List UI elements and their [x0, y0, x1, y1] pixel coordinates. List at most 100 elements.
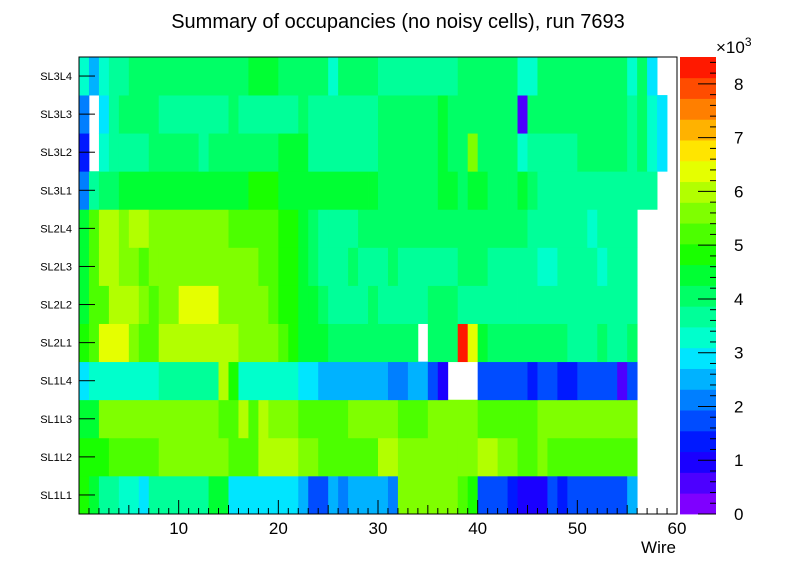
heatmap-cell-sl1l4-4 [228, 361, 239, 401]
heatmap-cell-sl1l4-2 [158, 361, 219, 401]
heatmap-cell-sl2l1-16 [487, 323, 568, 363]
heatmap-cell-sl2l1-4 [138, 323, 150, 363]
palette-swatch-7 [680, 347, 716, 369]
heatmap-cell-sl2l1-10 [298, 323, 329, 363]
palette-swatch-21 [680, 57, 716, 79]
heatmap-cell-sl2l3-19 [557, 247, 598, 286]
heatmap-cell-sl3l2-8 [308, 133, 349, 172]
heatmap-cell-sl2l3-3 [118, 247, 140, 286]
z-tick-label-2: 2 [734, 397, 743, 416]
y-tick-label-sl2l3: SL2L3 [40, 261, 72, 273]
heatmap-cell-sl1l1-12 [348, 475, 389, 515]
y-tick-label-sl3l2: SL3L2 [40, 147, 72, 159]
heatmap-cell-sl3l3-12 [447, 95, 479, 134]
heatmap-cell-sl1l1-15 [457, 475, 469, 515]
palette-swatch-4 [680, 410, 716, 432]
heatmap-cell-sl2l2-14 [368, 285, 379, 324]
heatmap-cell-sl3l3-4 [158, 95, 229, 134]
heatmap-cell-sl1l1-18 [507, 475, 518, 515]
heatmap-cell-sl1l4-18 [627, 361, 638, 401]
heatmap-cell-sl2l1-6 [158, 323, 239, 363]
x-tick-label-40: 40 [468, 519, 487, 538]
heatmap-cell-sl3l1-11 [457, 171, 469, 210]
heatmap-cell-sl1l4-13 [527, 361, 538, 401]
x-tick-label-60: 60 [668, 519, 687, 538]
heatmap-cell-sl2l3-6 [158, 247, 259, 286]
y-tick-label-sl3l1: SL3L1 [40, 185, 72, 197]
y-tick-label-sl1l1: SL1L1 [40, 490, 72, 502]
heatmap-cell-sl3l2-23 [657, 133, 668, 172]
x-tick-label-20: 20 [269, 519, 288, 538]
z-multiplier-label: ×103 [716, 35, 752, 57]
heatmap-cell-sl1l3-11 [477, 399, 498, 439]
x-axis: 10 20 30 40 50 60 [88, 500, 687, 538]
heatmap-cell-sl2l1-8 [278, 323, 289, 363]
palette-swatch-1 [680, 472, 716, 494]
y-tick-label-sl1l3: SL1L3 [40, 414, 72, 426]
heatmap-cell-sl2l2-12 [318, 285, 329, 324]
heatmap-cell-sl2l4-2 [98, 209, 120, 248]
heatmap-cell-sl1l1-11 [338, 475, 349, 515]
heatmap-cell-sl3l2-6 [208, 133, 279, 172]
heatmap-cell-sl3l3-13 [477, 95, 518, 134]
heatmap-cell-sl1l1-7 [228, 475, 299, 515]
heatmap-cell-sl1l3-7 [298, 399, 349, 439]
heatmap-cell-sl3l3-5 [228, 95, 239, 134]
heatmap-cell-sl2l3-17 [487, 247, 538, 286]
heatmap-cell-sl2l3-21 [607, 247, 638, 286]
heatmap-cell-sl1l3-10 [427, 399, 479, 439]
heatmap-cell-sl2l2-4 [148, 285, 160, 324]
z-tick-label-3: 3 [734, 344, 743, 363]
heatmap-cell-sl2l4-11 [318, 209, 329, 248]
heatmap-cell-sl1l3-3 [238, 399, 249, 439]
heatmap-cell-sl1l1-10 [328, 475, 339, 515]
y-tick-label-sl3l3: SL3L3 [40, 109, 72, 121]
heatmap-cell-sl3l4-11 [477, 57, 518, 96]
heatmap-cell-sl3l2-15 [477, 133, 518, 172]
heatmap-cell-sl3l4-6 [278, 57, 329, 96]
heatmap-cell-sl2l1-12 [427, 323, 459, 363]
heatmap-cell-sl2l1-18 [597, 323, 608, 363]
x-axis-label: Wire [641, 538, 676, 557]
heatmap-cell-sl1l2-3 [228, 437, 259, 477]
palette-swatch-0 [680, 493, 716, 515]
heatmap-cell-sl3l3-7 [298, 95, 309, 134]
heatmap-cell-sl3l3-6 [238, 95, 299, 134]
heatmap-cell-sl3l4-14 [537, 57, 628, 96]
heatmap-cell-sl2l3-12 [348, 247, 359, 286]
heatmap-cell-sl3l2-19 [597, 133, 628, 172]
palette-swatch-20 [680, 77, 716, 99]
heatmap-cell-sl2l4-8 [278, 209, 299, 248]
heatmap-cell-sl3l3-8 [308, 95, 349, 134]
palette-swatch-9 [680, 306, 716, 328]
heatmap-cell-sl1l1-6 [208, 475, 229, 515]
heatmap-cell-sl1l2-15 [537, 437, 548, 477]
heatmap-cell-sl2l4-10 [308, 209, 319, 248]
heatmap-cell-sl1l2-6 [318, 437, 359, 477]
heatmap-cell-sl3l2-11 [407, 133, 439, 172]
palette-swatch-12 [680, 243, 716, 266]
heatmap-cell-sl2l4-13 [358, 209, 479, 248]
y-tick-label-sl3l4: SL3L4 [40, 71, 72, 83]
heatmap-cell-sl3l2-16 [517, 133, 528, 172]
heatmap-cell-sl2l2-5 [158, 285, 180, 324]
heatmap-cell-sl1l3-1 [98, 399, 219, 439]
heatmap-cell-sl3l2-4 [148, 133, 199, 172]
heatmap-cell-sl1l4-3 [218, 361, 229, 401]
heatmap-cell-sl1l2-8 [378, 437, 399, 477]
heatmap-cell-sl1l4-5 [238, 361, 299, 401]
color-palette-axis: 0 1 2 3 4 5 6 7 8 [680, 57, 743, 524]
heatmap-cell-sl1l4-9 [407, 361, 429, 401]
heatmap-cell-sl2l4-7 [228, 209, 279, 248]
palette-swatch-13 [680, 223, 716, 245]
heatmap-cell-sl3l1-6 [248, 171, 279, 210]
heatmap-cell-sl2l4-4 [128, 209, 150, 248]
y-tick-label-sl2l1: SL2L1 [40, 338, 72, 350]
heatmap-cell-sl2l3-14 [387, 247, 399, 286]
heatmap-cell-sl3l2-21 [637, 133, 648, 172]
heatmap-cell-sl2l3-20 [597, 247, 608, 286]
heatmap-cell-sl1l2-2 [158, 437, 229, 477]
heatmap-cell-sl1l1-9 [308, 475, 329, 515]
palette-swatch-19 [680, 98, 716, 120]
heatmap-cell-sl1l2-7 [358, 437, 379, 477]
